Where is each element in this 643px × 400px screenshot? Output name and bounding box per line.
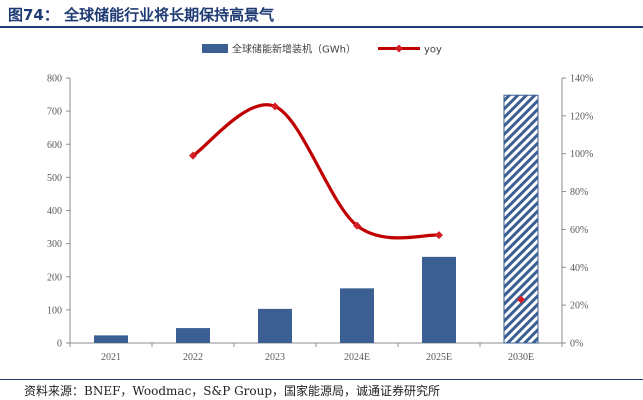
chart: 0 100 200 300 400 500 600 700 800 0% 20% 40% 60% 80% 1… <box>47 43 593 364</box>
x-tick-label: 2023 <box>265 352 285 363</box>
x-tick-label: 2024E <box>344 352 370 363</box>
title-divider <box>0 26 643 28</box>
bar-2023 <box>258 308 292 343</box>
right-tick-label: 20% <box>570 301 588 312</box>
right-tick-label: 140% <box>570 74 593 85</box>
right-tick-label: 60% <box>570 225 588 236</box>
yoy-line <box>191 103 441 240</box>
right-tick-label: 120% <box>570 111 593 122</box>
bar-2021 <box>94 335 128 343</box>
yoy-series <box>189 102 525 304</box>
left-tick-label: 300 <box>47 239 62 250</box>
bar-2022 <box>176 328 210 343</box>
x-tick-label: 2022 <box>183 352 203 363</box>
x-tick-label: 2030E <box>508 352 534 363</box>
source-note: 资料来源：BNEF，Woodmac，S&P Group，国家能源局，诚通证券研究… <box>24 384 441 398</box>
axes: 0 100 200 300 400 500 600 700 800 0% 20% 40% 60% 80% 1… <box>47 74 593 364</box>
left-tick-label: 100 <box>47 305 62 316</box>
legend: 全球储能新增装机（GWh） yoy <box>202 43 442 56</box>
yoy-marker-2023 <box>271 102 279 111</box>
source-divider <box>0 379 643 380</box>
figure-title: 图74： 全球储能行业将长期保持高景气 <box>8 6 275 24</box>
right-tick-label: 100% <box>570 149 593 160</box>
x-tick-label: 2025E <box>426 352 452 363</box>
right-tick-label: 0% <box>570 339 583 350</box>
left-tick-label: 700 <box>47 107 62 118</box>
yoy-marker-2024E <box>353 221 361 230</box>
yoy-marker-2022 <box>189 151 197 160</box>
yoy-marker-2030E <box>517 295 525 304</box>
left-tick-label: 800 <box>47 74 62 85</box>
bar-2025E <box>422 256 456 343</box>
x-tick-label: 2021 <box>101 352 121 363</box>
left-tick-label: 500 <box>47 173 62 184</box>
left-tick-label: 0 <box>57 339 62 350</box>
bar-2030E <box>503 94 539 344</box>
legend-line-marker <box>395 44 403 53</box>
right-tick-label: 40% <box>570 263 588 274</box>
bars <box>94 94 539 344</box>
legend-bar-swatch <box>202 44 228 53</box>
left-tick-label: 600 <box>47 140 62 151</box>
right-tick-label: 80% <box>570 187 588 198</box>
yoy-marker-2025E <box>435 231 443 240</box>
left-tick-label: 400 <box>47 206 62 217</box>
legend-bar-label: 全球储能新增装机（GWh） <box>232 43 356 56</box>
bar-2024E <box>340 288 374 343</box>
legend-line-label: yoy <box>424 45 442 56</box>
left-tick-label: 200 <box>47 272 62 283</box>
